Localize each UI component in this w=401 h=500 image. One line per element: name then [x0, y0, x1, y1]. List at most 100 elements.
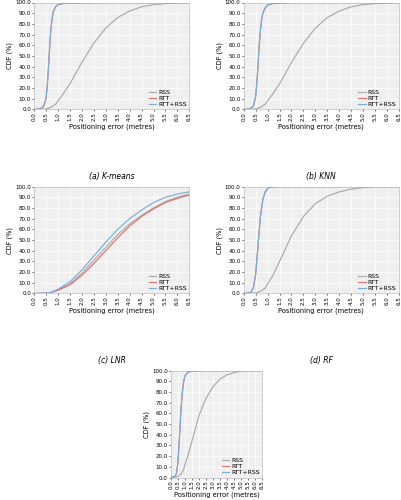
RSS	[176, 474, 180, 480]
RTT+RSS	[67, 278, 72, 284]
RTT	[67, 282, 72, 288]
RSS	[263, 285, 267, 291]
RTT	[115, 235, 120, 241]
RTT+RSS	[255, 80, 259, 86]
RTT+RSS	[175, 191, 180, 197]
RSS	[49, 104, 53, 110]
RTT+RSS	[260, 10, 265, 16]
RSS	[225, 372, 229, 378]
RTT	[255, 80, 259, 86]
RTT	[56, 2, 61, 8]
Line: RSS: RSS	[34, 2, 189, 110]
RSS	[373, 0, 377, 6]
RTT+RSS	[103, 239, 108, 245]
RSS	[397, 0, 401, 6]
RSS	[289, 232, 294, 238]
RTT+RSS	[251, 285, 256, 291]
RSS	[241, 290, 246, 296]
Line: RTT+RSS: RTT+RSS	[244, 2, 399, 110]
Line: RTT: RTT	[34, 195, 189, 294]
RTT+RSS	[267, 184, 272, 190]
RSS	[246, 368, 251, 374]
X-axis label: Positioning error (metres): Positioning error (metres)	[69, 124, 155, 130]
RSS	[277, 258, 282, 264]
RTT	[277, 0, 282, 6]
RSS	[151, 2, 156, 8]
RSS	[301, 40, 306, 46]
Y-axis label: CDF (%): CDF (%)	[216, 42, 223, 70]
RTT	[249, 290, 253, 296]
Y-axis label: CDF (%): CDF (%)	[6, 42, 13, 70]
RTT+RSS	[258, 214, 263, 220]
RSS	[178, 472, 183, 478]
RSS	[185, 453, 190, 459]
RTT+RSS	[60, 0, 65, 6]
Legend: RSS, RTT, RTT+RSS: RSS, RTT, RTT+RSS	[221, 457, 260, 475]
RTT	[187, 192, 192, 198]
RSS	[258, 104, 263, 110]
RTT	[127, 223, 132, 229]
Text: (a) K-means: (a) K-means	[89, 172, 135, 180]
RTT	[49, 290, 53, 296]
RTT	[190, 368, 194, 374]
RTT	[56, 288, 61, 294]
RSS	[32, 106, 36, 112]
RSS	[163, 198, 168, 204]
RTT	[256, 242, 261, 248]
RSS	[175, 194, 180, 200]
Line: RSS: RSS	[244, 2, 399, 110]
Line: RTT+RSS: RTT+RSS	[171, 370, 262, 478]
Y-axis label: CDF (%): CDF (%)	[144, 410, 150, 438]
Y-axis label: CDF (%): CDF (%)	[6, 226, 13, 254]
RTT+RSS	[51, 9, 56, 15]
RSS	[361, 2, 366, 8]
RTT	[397, 184, 401, 190]
Line: RSS: RSS	[244, 186, 399, 294]
Line: RTT+RSS: RTT+RSS	[244, 186, 399, 294]
RSS	[168, 474, 173, 480]
RSS	[349, 4, 354, 10]
RTT+RSS	[263, 189, 267, 195]
RTT	[259, 16, 264, 22]
RTT	[180, 391, 184, 397]
RSS	[182, 462, 187, 468]
RSS	[127, 8, 132, 14]
RTT+RSS	[270, 0, 275, 6]
RTT	[41, 104, 46, 110]
RTT	[260, 196, 265, 202]
RTT+RSS	[127, 216, 132, 222]
RTT+RSS	[151, 200, 156, 205]
RTT+RSS	[49, 28, 53, 34]
RSS	[270, 274, 275, 280]
RTT+RSS	[277, 0, 282, 6]
RTT+RSS	[397, 0, 401, 6]
RTT	[139, 214, 144, 220]
RSS	[115, 232, 120, 237]
RSS	[60, 92, 65, 98]
RTT+RSS	[174, 470, 179, 476]
RTT+RSS	[53, 4, 58, 10]
RSS	[187, 191, 192, 197]
RTT	[277, 184, 282, 190]
X-axis label: Positioning error (metres): Positioning error (metres)	[174, 492, 259, 498]
RTT	[257, 42, 261, 48]
RTT	[50, 16, 55, 22]
RTT+RSS	[397, 184, 401, 190]
RTT	[247, 106, 252, 112]
RTT+RSS	[38, 106, 43, 112]
RSS	[301, 214, 306, 220]
RTT	[256, 62, 261, 68]
RTT	[185, 369, 190, 375]
RTT+RSS	[178, 410, 183, 416]
RSS	[218, 376, 223, 382]
RTT	[32, 106, 36, 112]
RTT	[47, 44, 52, 51]
RTT+RSS	[260, 368, 265, 374]
RTT+RSS	[56, 286, 61, 292]
RSS	[289, 60, 294, 66]
RTT+RSS	[249, 290, 253, 296]
RSS	[79, 60, 84, 66]
RTT	[181, 380, 186, 386]
RSS	[44, 106, 49, 112]
RTT+RSS	[45, 83, 50, 89]
